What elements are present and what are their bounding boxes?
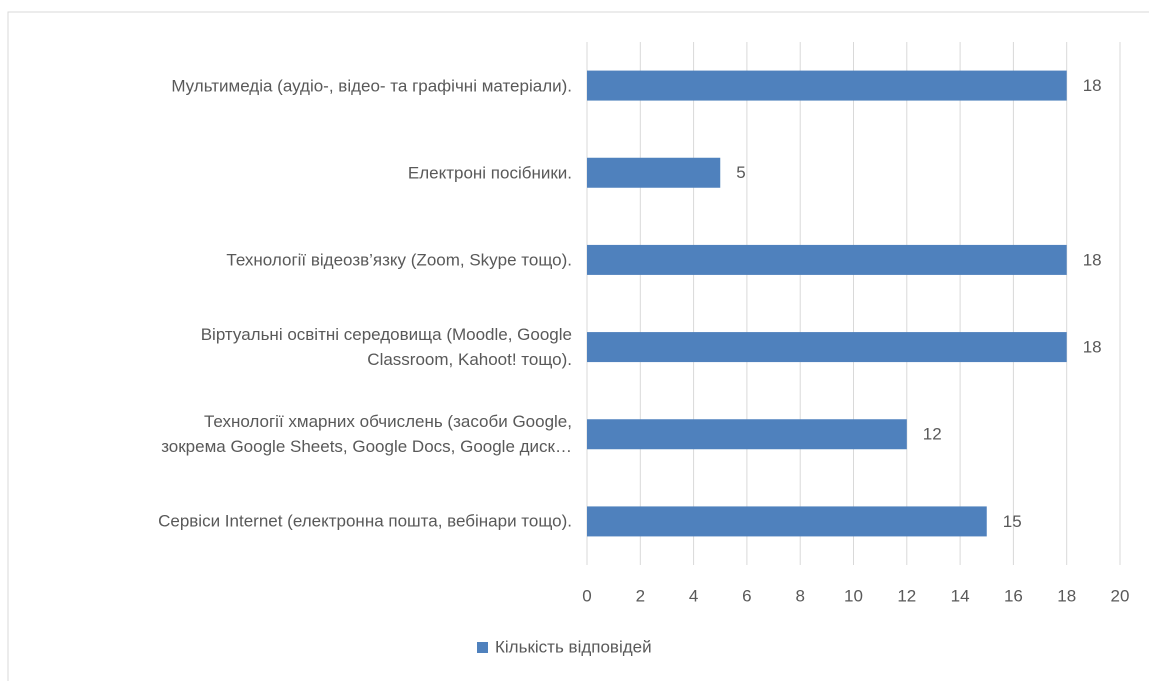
y-tick-label: Сервіси Internet (електронна пошта, вебі…	[158, 511, 572, 531]
legend-label: Кількість відповідей	[495, 637, 652, 656]
y-tick-label: Мультимедіа (аудіо-, відео- та графічні …	[171, 76, 572, 96]
x-tick-label: 14	[951, 586, 970, 605]
data-label: 18	[1083, 76, 1102, 95]
x-tick-label: 16	[1004, 586, 1023, 605]
y-tick-label: Технології хмарних обчислень (засоби Goo…	[161, 412, 572, 457]
x-tick-label: 4	[689, 586, 698, 605]
bar	[587, 506, 987, 537]
x-tick-label: 12	[897, 586, 916, 605]
x-tick-label: 0	[582, 586, 591, 605]
x-tick-label: 6	[742, 586, 751, 605]
data-label: 15	[1003, 512, 1022, 531]
x-tick-label: 2	[636, 586, 645, 605]
x-tick-label: 8	[795, 586, 804, 605]
y-tick-label: Віртуальні освітні середовища (Moodle, G…	[200, 325, 572, 370]
x-tick-label: 18	[1057, 586, 1076, 605]
bar	[587, 244, 1067, 275]
legend-swatch	[477, 642, 488, 653]
bar	[587, 70, 1067, 101]
data-label: 18	[1083, 338, 1102, 357]
x-tick-label: 10	[844, 586, 863, 605]
bar	[587, 419, 907, 450]
y-tick-label: Технології відеозв’язку (Zoom, Skype тощ…	[226, 250, 572, 270]
data-label: 12	[923, 425, 942, 444]
y-tick-label: Електроні посібники.	[407, 163, 572, 183]
chart-border	[7, 11, 1149, 681]
data-label: 18	[1083, 250, 1102, 269]
data-label: 5	[736, 163, 745, 182]
bar	[587, 157, 721, 188]
x-tick-label: 20	[1111, 586, 1130, 605]
bar	[587, 332, 1067, 363]
